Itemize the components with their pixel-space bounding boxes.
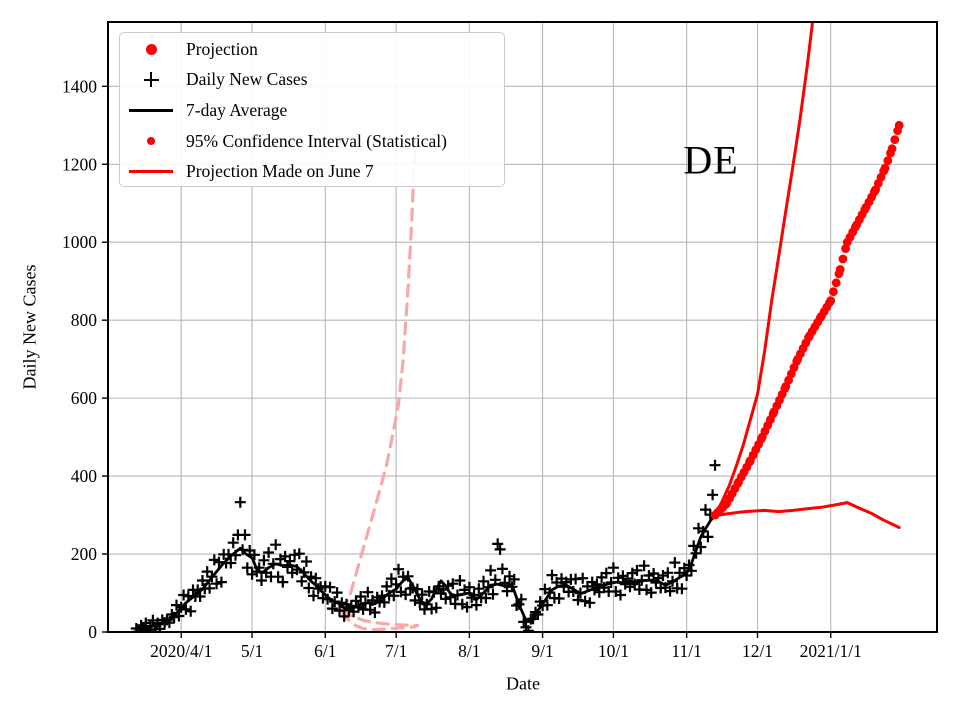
legend-label: Daily New Cases: [186, 69, 308, 90]
projection-dot-icon: [145, 43, 157, 55]
svg-text:1400: 1400: [62, 76, 97, 96]
legend-item-june7-projection: Projection Made on June 7: [120, 156, 504, 187]
svg-text:0: 0: [88, 622, 97, 642]
axis-ticks: [102, 85, 832, 638]
series-avg_7day: [139, 513, 717, 631]
legend: Projection Daily New Cases 7-day Average…: [119, 32, 505, 187]
svg-text:1000: 1000: [62, 232, 97, 252]
svg-text:600: 600: [71, 388, 98, 408]
legend-label: 7-day Average: [186, 99, 288, 120]
legend-item-projection: Projection: [120, 34, 504, 65]
legend-label: Projection: [186, 38, 258, 59]
svg-text:6/1: 6/1: [314, 641, 336, 661]
y-axis-label: Daily New Cases: [19, 264, 40, 390]
region-annotation: DE: [683, 137, 739, 183]
legend-item-7day-average: 7-day Average: [120, 95, 504, 126]
series-june7_projection_center: [340, 608, 419, 628]
marker-cell: [120, 108, 182, 112]
marker-cell: [120, 136, 182, 146]
red-line-icon: [129, 170, 173, 174]
svg-text:5/1: 5/1: [241, 641, 263, 661]
svg-text:2021/1/1: 2021/1/1: [800, 641, 862, 661]
legend-label: Projection Made on June 7: [186, 161, 374, 182]
svg-text:200: 200: [71, 544, 98, 564]
svg-text:1200: 1200: [62, 154, 97, 174]
series-group: [130, 22, 904, 632]
marker-cell: [120, 170, 182, 174]
plus-marker-icon: [143, 72, 159, 88]
black-line-icon: [129, 108, 173, 112]
svg-text:400: 400: [71, 466, 98, 486]
series-daily_new_cases: [130, 459, 721, 632]
marker-cell: [120, 72, 182, 88]
svg-text:2020/4/1: 2020/4/1: [150, 641, 212, 661]
marker-cell: [120, 43, 182, 55]
x-axis-label: Date: [506, 673, 540, 694]
plot-frame: [107, 21, 938, 633]
series-june7_projection_upper: [340, 143, 417, 612]
tick-labels: 2020/4/1 5/1 6/1 7/1 8/1 9/1 10/1 11/1 12/1 2021/…: [62, 76, 862, 661]
svg-text:12/1: 12/1: [742, 641, 773, 661]
svg-text:800: 800: [71, 310, 98, 330]
ci-dot-icon: [146, 136, 156, 146]
series-ci_95_lower: [713, 501, 901, 529]
series-ci_95_upper: [713, 22, 815, 517]
legend-item-confidence-interval: 95% Confidence Interval (Statistical): [120, 126, 504, 157]
svg-text:10/1: 10/1: [598, 641, 629, 661]
svg-text:7/1: 7/1: [385, 641, 407, 661]
series-projection: [710, 120, 904, 520]
series-june7_projection_lower: [340, 610, 417, 632]
legend-label: 95% Confidence Interval (Statistical): [186, 130, 447, 151]
svg-text:9/1: 9/1: [531, 641, 553, 661]
legend-item-daily-new-cases: Daily New Cases: [120, 65, 504, 96]
svg-text:11/1: 11/1: [671, 641, 701, 661]
svg-text:8/1: 8/1: [458, 641, 480, 661]
